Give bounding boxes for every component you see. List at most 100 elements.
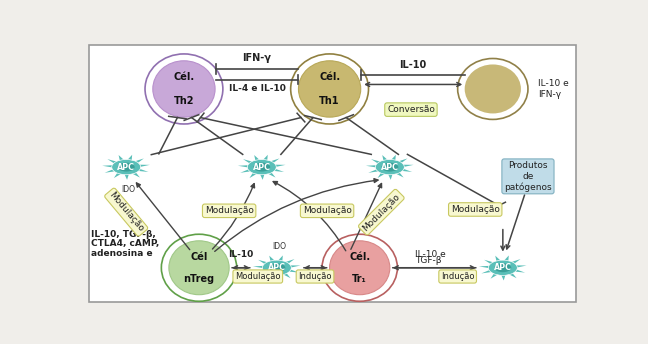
Circle shape — [375, 160, 404, 175]
Polygon shape — [270, 256, 275, 261]
Circle shape — [489, 260, 517, 276]
Ellipse shape — [330, 241, 390, 295]
Polygon shape — [264, 273, 272, 279]
Polygon shape — [395, 172, 404, 178]
Circle shape — [118, 163, 135, 172]
Text: IL-4 e IL-10: IL-4 e IL-10 — [229, 85, 286, 94]
Ellipse shape — [457, 58, 528, 119]
Polygon shape — [283, 273, 290, 278]
Text: IL-10: IL-10 — [228, 250, 253, 259]
Polygon shape — [366, 165, 377, 168]
Ellipse shape — [169, 241, 229, 295]
Circle shape — [494, 263, 511, 272]
Ellipse shape — [322, 234, 397, 301]
Text: Modulação: Modulação — [303, 206, 351, 215]
Text: Cél.: Cél. — [174, 72, 194, 82]
Polygon shape — [273, 169, 284, 172]
Text: Th1: Th1 — [319, 96, 340, 106]
Polygon shape — [285, 259, 294, 264]
Text: APC: APC — [253, 163, 271, 172]
Polygon shape — [481, 270, 492, 273]
Text: Produtos
de
patógenos: Produtos de patógenos — [504, 161, 551, 192]
Polygon shape — [119, 155, 124, 161]
Polygon shape — [504, 256, 509, 261]
Text: Modulação: Modulação — [107, 191, 145, 234]
Polygon shape — [249, 172, 257, 178]
FancyArrowPatch shape — [273, 182, 346, 251]
Polygon shape — [402, 165, 413, 167]
Polygon shape — [102, 165, 113, 168]
Text: IL-10, TGF-β,: IL-10, TGF-β, — [91, 230, 156, 239]
Polygon shape — [484, 260, 494, 264]
Polygon shape — [134, 159, 144, 163]
Text: CTLA4, cAMP,: CTLA4, cAMP, — [91, 239, 159, 248]
Polygon shape — [255, 270, 266, 273]
Text: APC: APC — [117, 163, 135, 172]
Polygon shape — [388, 174, 393, 180]
Text: IFN-γ: IFN-γ — [242, 53, 272, 63]
Polygon shape — [238, 165, 249, 168]
Text: IFN-γ: IFN-γ — [538, 90, 561, 99]
Polygon shape — [139, 165, 150, 167]
FancyArrowPatch shape — [213, 184, 255, 249]
FancyArrowPatch shape — [137, 183, 190, 250]
Ellipse shape — [161, 234, 237, 301]
Polygon shape — [254, 155, 260, 161]
Text: Modulação: Modulação — [361, 192, 402, 233]
Polygon shape — [289, 265, 301, 268]
Polygon shape — [108, 159, 117, 164]
Text: Tr₁: Tr₁ — [353, 274, 367, 284]
Text: TGF-β: TGF-β — [415, 256, 441, 265]
FancyArrowPatch shape — [214, 179, 378, 251]
Polygon shape — [137, 169, 148, 172]
Polygon shape — [491, 273, 498, 279]
Polygon shape — [275, 275, 279, 280]
Polygon shape — [495, 256, 501, 261]
Polygon shape — [509, 273, 516, 278]
Polygon shape — [382, 155, 388, 161]
Polygon shape — [391, 155, 396, 161]
Polygon shape — [398, 159, 408, 163]
Ellipse shape — [145, 54, 223, 124]
Text: Indução: Indução — [298, 272, 332, 281]
Polygon shape — [511, 259, 520, 264]
Polygon shape — [378, 172, 385, 178]
Polygon shape — [401, 169, 412, 172]
Ellipse shape — [291, 54, 369, 124]
Polygon shape — [127, 155, 132, 161]
Ellipse shape — [465, 64, 521, 114]
Polygon shape — [132, 172, 140, 178]
Text: Conversão: Conversão — [387, 105, 435, 114]
Text: IL-10 e: IL-10 e — [538, 79, 569, 88]
Text: Cél: Cél — [191, 252, 208, 262]
Polygon shape — [515, 265, 527, 268]
Text: Cél.: Cél. — [349, 252, 370, 262]
Circle shape — [268, 263, 285, 272]
Polygon shape — [278, 256, 283, 261]
Ellipse shape — [153, 61, 215, 117]
Polygon shape — [263, 155, 268, 161]
Text: IDO: IDO — [122, 185, 135, 194]
Circle shape — [253, 163, 270, 172]
Polygon shape — [114, 172, 121, 178]
Text: Modulação: Modulação — [205, 206, 253, 215]
Polygon shape — [501, 275, 505, 280]
Polygon shape — [240, 169, 251, 173]
Polygon shape — [514, 269, 525, 272]
Text: Modulação: Modulação — [235, 272, 281, 281]
Text: APC: APC — [494, 263, 512, 272]
Text: nTreg: nTreg — [183, 274, 214, 284]
Circle shape — [111, 160, 141, 175]
Circle shape — [262, 260, 292, 276]
Polygon shape — [268, 172, 275, 178]
Text: APC: APC — [381, 163, 399, 172]
Text: Th2: Th2 — [174, 96, 194, 106]
Text: APC: APC — [268, 263, 286, 272]
Polygon shape — [124, 174, 129, 180]
Text: IL-10: IL-10 — [400, 60, 427, 70]
Text: IDO: IDO — [272, 242, 286, 251]
Ellipse shape — [299, 61, 361, 117]
Text: IL-10 e: IL-10 e — [415, 250, 446, 259]
Polygon shape — [104, 169, 115, 173]
Polygon shape — [274, 165, 286, 167]
